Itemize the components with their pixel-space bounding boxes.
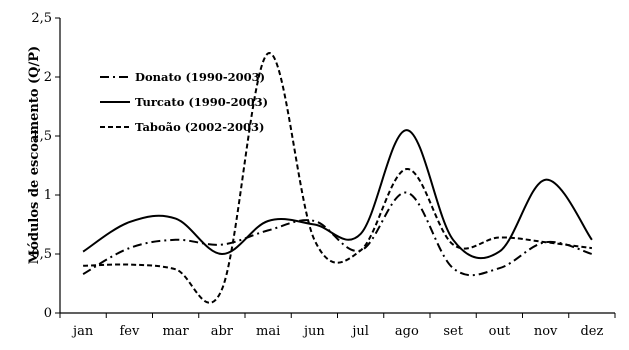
y-axis-label: Módulos de escoamento (Q/P) bbox=[27, 46, 42, 264]
x-tick-label: jan bbox=[71, 324, 94, 339]
x-tick-label: jun bbox=[302, 324, 325, 339]
axes: 0 0,5 1 1,5 2 2,5 jan fev mar abr mai jun jul ago set o… bbox=[31, 11, 616, 339]
legend-label-taboao: Taboão (2002-2003) bbox=[135, 120, 264, 134]
x-tick-label: mar bbox=[162, 324, 189, 339]
legend-label-donato: Donato (1990-2003) bbox=[135, 70, 265, 84]
series-layer bbox=[82, 52, 593, 304]
x-tick-label: fev bbox=[119, 324, 140, 339]
x-tick-label: mai bbox=[256, 324, 280, 339]
y-tick-label: 2 bbox=[44, 70, 52, 85]
series-line-turcato bbox=[82, 129, 593, 260]
x-tick-label: jul bbox=[350, 324, 369, 339]
y-tick-label: 1,5 bbox=[31, 129, 52, 144]
x-tick-label: out bbox=[489, 324, 511, 339]
legend: Donato (1990-2003) Turcato (1990-2003) Tab… bbox=[100, 70, 268, 134]
y-tick-label: 0,5 bbox=[31, 247, 52, 262]
series-line-taboao bbox=[83, 52, 593, 304]
legend-label-turcato: Turcato (1990-2003) bbox=[135, 95, 268, 109]
y-tick-label: 0 bbox=[44, 306, 52, 321]
x-tick-label: abr bbox=[211, 324, 234, 339]
y-tick-label: 2,5 bbox=[31, 11, 52, 26]
x-tick-label: ago bbox=[395, 324, 419, 339]
x-tick-label: dez bbox=[580, 324, 603, 339]
series-line-donato bbox=[82, 191, 593, 277]
y-tick-label: 1 bbox=[44, 188, 52, 203]
x-tick-label: set bbox=[443, 324, 463, 339]
x-tick-label: nov bbox=[534, 324, 558, 339]
